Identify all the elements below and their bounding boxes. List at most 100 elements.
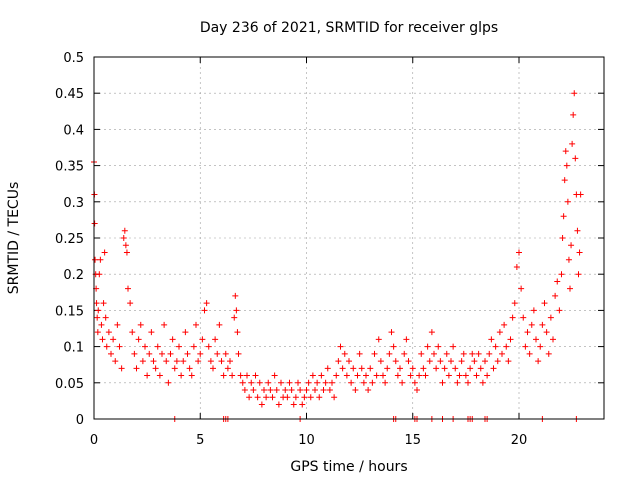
data-point: [100, 300, 107, 307]
data-point: [91, 220, 98, 227]
data-point: [505, 358, 512, 365]
data-point: [437, 358, 444, 365]
data-point: [394, 372, 401, 379]
data-point: [568, 242, 575, 249]
data-point: [227, 358, 233, 365]
data-point: [422, 372, 429, 379]
data-point: [475, 350, 482, 357]
data-point: [299, 401, 306, 408]
data-point: [339, 365, 346, 372]
data-point: [570, 111, 577, 118]
data-point: [305, 379, 312, 386]
x-tick-label: 10: [298, 433, 315, 448]
data-point: [195, 358, 202, 365]
data-point: [205, 343, 212, 350]
data-point: [541, 300, 548, 307]
data-point: [144, 372, 151, 379]
y-tick-label: 0.3: [63, 196, 84, 211]
data-point: [363, 372, 369, 379]
data-point: [565, 256, 572, 263]
data-point: [439, 379, 446, 386]
data-point: [441, 365, 448, 372]
data-point: [448, 358, 454, 365]
data-point: [518, 285, 525, 292]
y-tick-label: 0: [76, 413, 84, 428]
data-point: [492, 343, 499, 350]
data-point: [103, 343, 110, 350]
data-point: [275, 401, 282, 408]
data-point: [237, 372, 244, 379]
data-point: [244, 372, 250, 379]
data-point: [450, 343, 457, 350]
data-point: [384, 365, 391, 372]
data-point: [123, 249, 130, 256]
data-point: [232, 292, 239, 299]
data-point: [142, 343, 148, 350]
data-point: [501, 321, 508, 328]
data-point: [467, 365, 474, 372]
data-point: [520, 314, 527, 321]
data-point: [411, 379, 418, 386]
data-point: [445, 372, 452, 379]
data-point: [477, 365, 484, 372]
data-point: [95, 307, 102, 314]
data-point: [543, 329, 550, 336]
data-point: [346, 358, 352, 365]
data-point: [131, 350, 138, 357]
x-tick-label: 0: [90, 433, 98, 448]
data-point: [507, 336, 514, 343]
y-tick-label: 0.05: [55, 377, 84, 392]
data-point: [471, 358, 478, 365]
data-point: [286, 379, 293, 386]
data-point: [182, 329, 189, 336]
data-point: [224, 365, 231, 372]
data-point: [354, 372, 361, 379]
data-point: [528, 321, 535, 328]
data-point: [462, 372, 469, 379]
data-point: [373, 372, 380, 379]
data-point: [420, 365, 427, 372]
data-point: [148, 329, 155, 336]
data-point: [180, 358, 187, 365]
data-point: [176, 343, 182, 350]
data-point: [574, 227, 581, 234]
data-point: [248, 379, 255, 386]
data-point: [401, 350, 408, 357]
data-point: [156, 372, 163, 379]
grid-lines: [94, 57, 604, 419]
data-point: [93, 300, 100, 307]
data-point: [365, 387, 372, 394]
data-point: [214, 350, 221, 357]
data-point: [563, 162, 570, 169]
data-point: [186, 365, 193, 372]
data-point: [94, 314, 101, 321]
data-point: [431, 350, 437, 357]
data-point: [246, 394, 253, 401]
data-point: [301, 394, 308, 401]
data-point: [562, 148, 569, 155]
data-point: [171, 365, 178, 372]
data-point: [267, 387, 274, 394]
y-tick-label: 0.1: [63, 341, 84, 356]
data-point: [482, 358, 488, 365]
data-point: [290, 401, 297, 408]
data-point: [233, 307, 240, 314]
data-point: [254, 394, 261, 401]
data-point: [399, 379, 406, 386]
data-point: [490, 365, 497, 372]
data-point: [426, 358, 433, 365]
data-point: [537, 343, 544, 350]
data-point: [356, 350, 363, 357]
data-point: [556, 307, 563, 314]
data-point: [424, 343, 431, 350]
data-point: [96, 271, 103, 278]
x-tick-label: 20: [511, 433, 528, 448]
data-point: [577, 191, 584, 198]
data-point: [258, 401, 265, 408]
data-point: [479, 379, 486, 386]
data-point: [108, 350, 114, 357]
data-point: [210, 365, 216, 372]
data-point: [350, 365, 357, 372]
data-point: [484, 372, 491, 379]
